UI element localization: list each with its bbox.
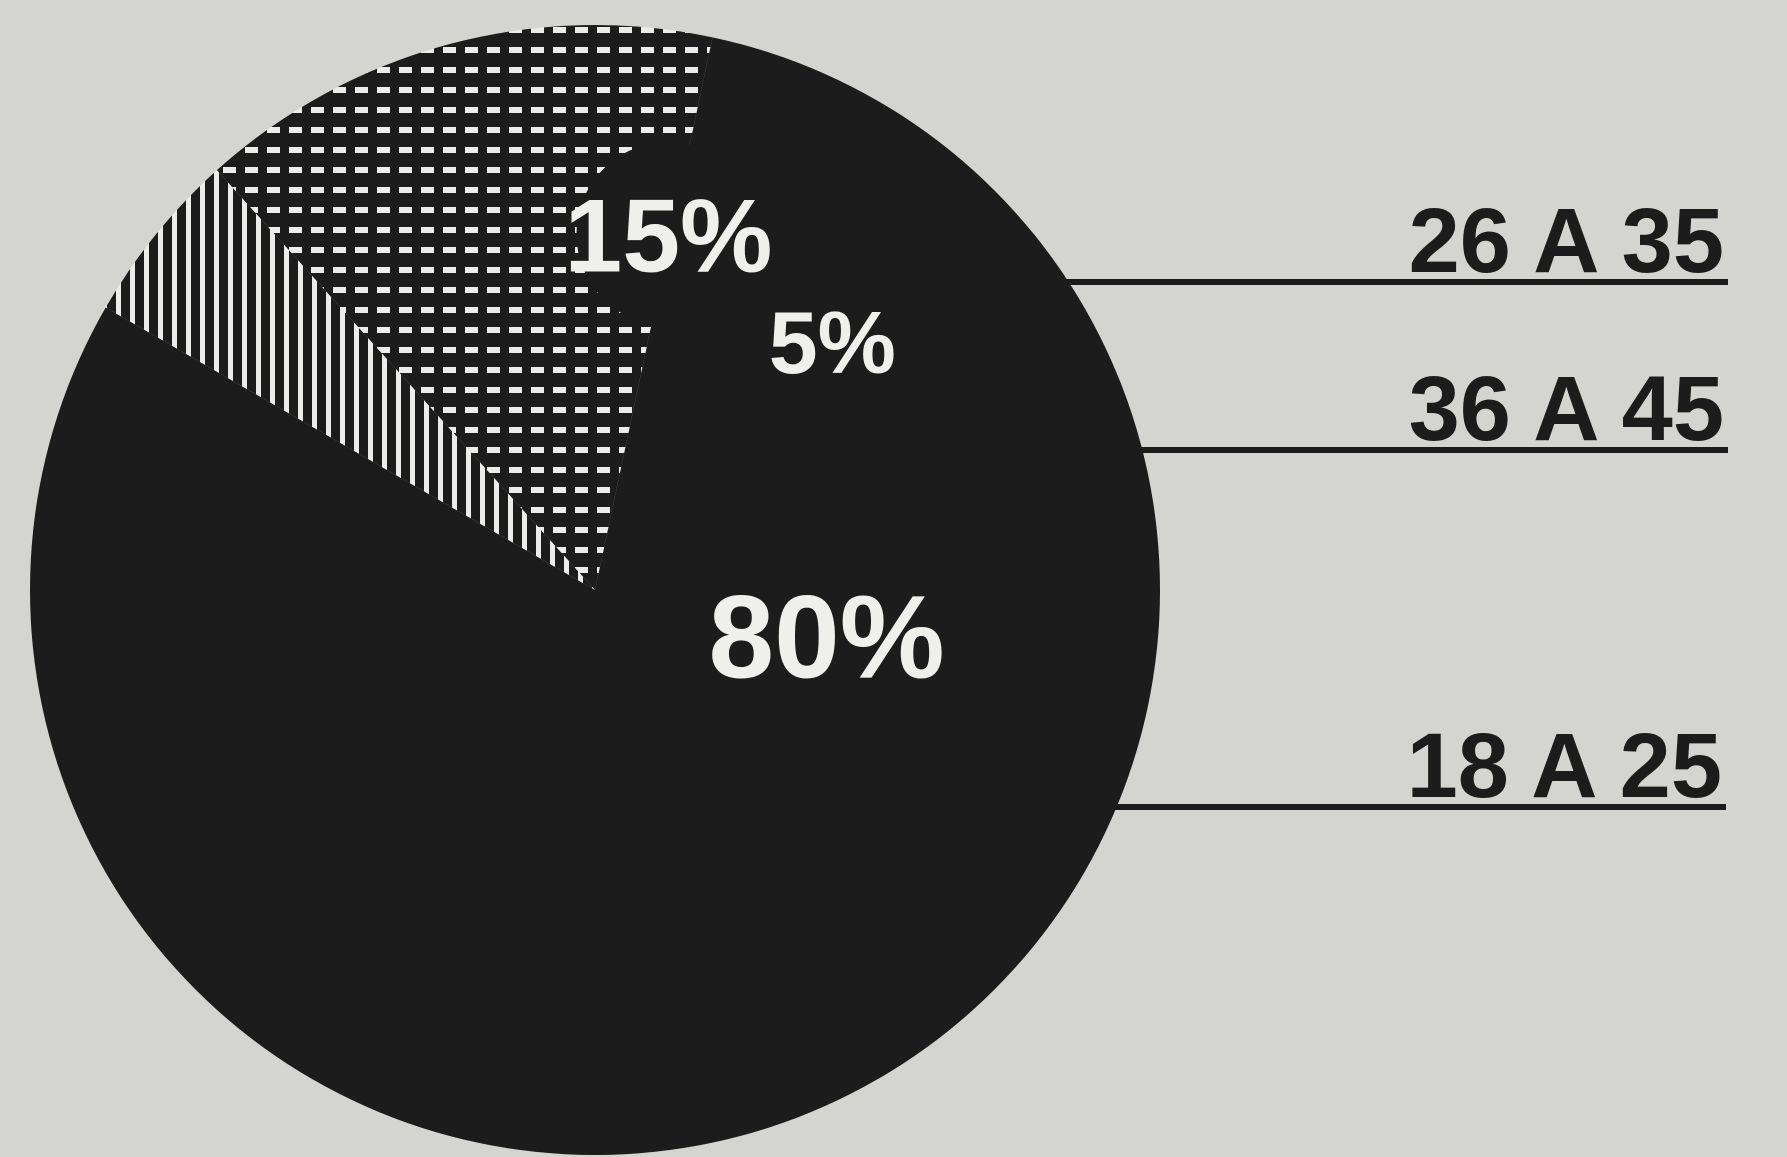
legend-label-36-a-45: 36 A 45 [1409, 358, 1724, 460]
legend-label-26-a-35: 26 A 35 [1409, 190, 1724, 292]
data-label-26-a-35: 15% [564, 178, 772, 294]
data-label-18-a-25: 80% [709, 572, 945, 704]
pie-slice-26-a-35 [216, 24, 713, 590]
pie-slice-36-a-45 [105, 170, 595, 590]
value-badge-36-a-45 [764, 273, 901, 410]
value-badge-18-a-25 [716, 525, 937, 746]
legend-label-18-a-25: 18 A 25 [1407, 715, 1722, 817]
value-badge-26-a-35 [576, 142, 761, 327]
data-label-36-a-45: 5% [769, 293, 896, 392]
